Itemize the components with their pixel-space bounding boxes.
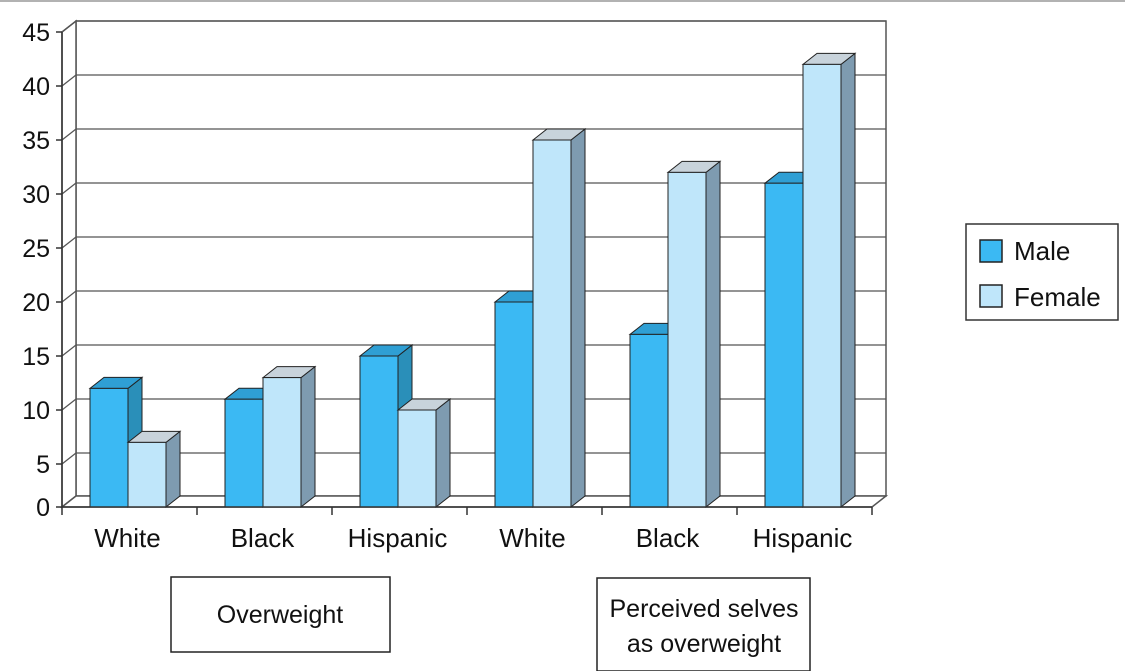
chart-walls <box>59 19 889 509</box>
group-label-perceived-line1: Perceived selves <box>610 595 799 623</box>
y-tick-label: 35 <box>22 127 50 155</box>
bar-front <box>224 398 264 508</box>
x-category-label: Hispanic <box>348 523 448 553</box>
gridline <box>61 74 886 87</box>
bar-front <box>802 63 842 508</box>
bar-female-4 <box>531 127 587 509</box>
legend: Male Female <box>965 223 1119 321</box>
bar-front <box>494 301 534 508</box>
bar-side <box>570 127 586 509</box>
bar-front <box>629 333 669 508</box>
group-box-perceived <box>596 577 811 671</box>
gridline <box>61 20 886 33</box>
bar-side <box>840 52 856 509</box>
gridlines <box>61 20 886 465</box>
y-tick-label: 10 <box>22 397 50 425</box>
legend-swatch-female <box>979 284 1003 308</box>
gridline <box>61 290 886 303</box>
gridline <box>61 452 886 465</box>
legend-label-male: Male <box>1014 236 1070 266</box>
x-category-label: Black <box>636 523 701 553</box>
gridline <box>61 182 886 195</box>
bar-front <box>764 182 804 508</box>
bar-side <box>165 430 181 509</box>
gridline <box>61 344 886 357</box>
bar-front <box>262 377 302 508</box>
legend-swatch-male <box>979 239 1003 263</box>
side-wall <box>61 19 77 509</box>
x-axis: White Black Hispanic White Black Hispanic <box>61 506 873 553</box>
x-category-label: Hispanic <box>753 523 853 553</box>
bar-front <box>667 171 707 508</box>
y-tick-label: 30 <box>22 181 50 209</box>
bar-side <box>705 160 721 509</box>
y-tick-label: 5 <box>36 451 50 479</box>
x-category-label: White <box>94 523 160 553</box>
gridline <box>61 236 886 249</box>
legend-label-female: Female <box>1014 282 1101 312</box>
bar-female-3 <box>396 397 452 509</box>
bar-front <box>359 355 399 508</box>
y-tick-label: 40 <box>22 73 50 101</box>
y-tick-label: 25 <box>22 235 50 263</box>
group-label-overweight: Overweight <box>217 601 343 629</box>
x-category-label: White <box>499 523 565 553</box>
group-box-overweight <box>170 576 391 653</box>
bar-side <box>435 397 451 509</box>
bar-front <box>89 387 129 508</box>
y-tick-label: 20 <box>22 289 50 317</box>
bar-side <box>300 365 316 509</box>
y-axis: 0 5 10 15 20 25 30 35 40 45 <box>22 19 63 522</box>
bar-front <box>532 139 572 508</box>
bar-female-6 <box>801 52 857 509</box>
bars <box>88 52 857 509</box>
bar-female-5 <box>666 160 722 509</box>
x-category-label: Black <box>231 523 296 553</box>
bar-female-2 <box>261 365 317 509</box>
y-tick-label: 45 <box>22 19 50 47</box>
gridline <box>61 128 886 141</box>
floor <box>59 495 889 508</box>
bar-front <box>397 409 437 508</box>
bar-female-1 <box>126 430 182 509</box>
gridline <box>61 398 886 411</box>
group-label-perceived-line2: as overweight <box>627 630 781 658</box>
group-labels: Overweight Perceived selves as overweigh… <box>170 576 811 671</box>
y-tick-label: 0 <box>36 494 50 522</box>
bar-front <box>127 441 167 508</box>
y-tick-label: 15 <box>22 343 50 371</box>
